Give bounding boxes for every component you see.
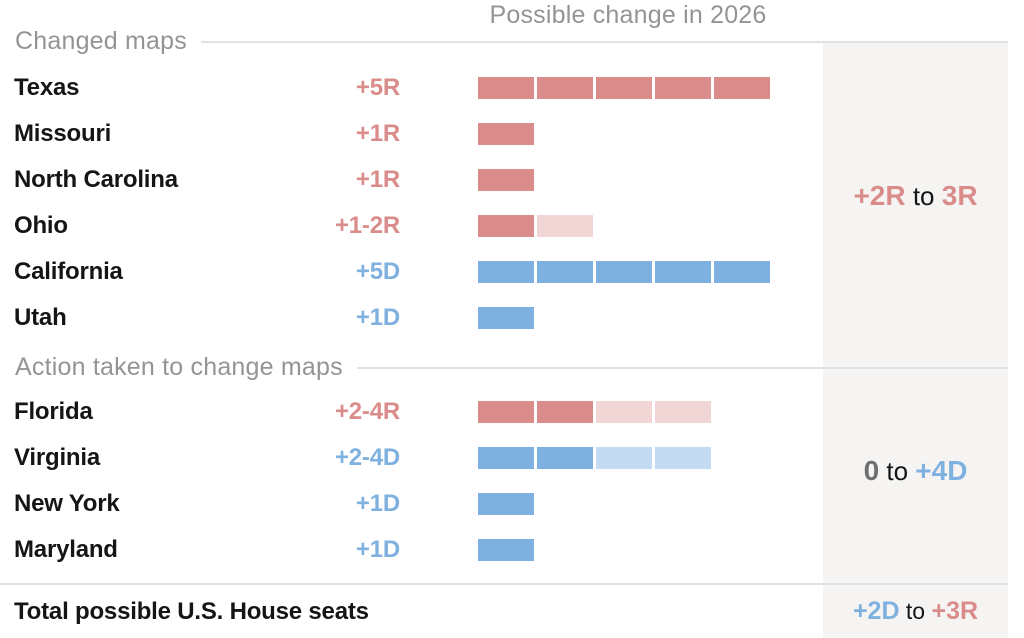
value-label: +2-4R <box>334 398 400 425</box>
summary-part: to <box>879 455 916 486</box>
state-label: Ohio <box>14 212 68 239</box>
value-label: +1R <box>355 120 400 147</box>
state-label: California <box>14 258 123 285</box>
row-ohio: Ohio +1-2R <box>0 203 1008 249</box>
bar-group <box>478 493 534 515</box>
summary-part: to <box>899 598 932 624</box>
total-row: Total possible U.S. House seats <box>14 585 369 638</box>
state-label: Missouri <box>14 120 112 147</box>
total-label: Total possible U.S. House seats <box>14 597 369 625</box>
bar-group <box>478 215 593 237</box>
bar-segment-solid <box>537 261 593 283</box>
bar-segment-solid <box>478 539 534 561</box>
state-label: Texas <box>14 74 80 101</box>
bar-segment-solid <box>478 77 534 99</box>
row-california: California +5D <box>0 249 1008 295</box>
bar-group <box>478 307 534 329</box>
row-maryland: Maryland +1D <box>0 527 1008 573</box>
state-label: Virginia <box>14 444 100 471</box>
row-north-carolina: North Carolina +1R <box>0 157 1008 203</box>
state-label: Florida <box>14 398 93 425</box>
summary-part: +2R <box>853 180 906 211</box>
bar-segment-solid <box>537 447 593 469</box>
summary-part: +2D <box>852 597 900 625</box>
state-label: Utah <box>14 304 67 331</box>
section-summary-0: +2R to 3R <box>823 168 1008 224</box>
row-florida: Florida +2-4R <box>0 389 1008 435</box>
bar-segment-solid <box>714 77 770 99</box>
bar-segment-solid <box>537 401 593 423</box>
summary-part: +3R <box>931 597 979 625</box>
bar-segment-solid <box>655 77 711 99</box>
value-label: +1D <box>355 536 400 563</box>
section-rule <box>356 367 1008 369</box>
section-label: Changed maps <box>15 26 187 55</box>
bar-segment-solid <box>478 401 534 423</box>
total-summary: +2D to +3R <box>823 585 1008 638</box>
bar-segment-solid <box>478 447 534 469</box>
value-label: +2-4D <box>334 444 400 471</box>
bar-segment-solid <box>478 307 534 329</box>
bar-segment-solid <box>596 261 652 283</box>
bar-segment-solid <box>596 77 652 99</box>
section-rule <box>200 41 1008 43</box>
summary-part: to <box>905 180 942 211</box>
bar-segment-light <box>537 215 593 237</box>
section-summary-1: 0 to +4D <box>823 443 1008 499</box>
bar-group <box>478 261 770 283</box>
row-new-york: New York +1D <box>0 481 1008 527</box>
summary-part: 0 <box>863 455 880 486</box>
bar-group <box>478 401 711 423</box>
value-label: +1D <box>355 304 400 331</box>
bar-group <box>478 539 534 561</box>
value-label: +1-2R <box>334 212 400 239</box>
bar-segment-light <box>596 447 652 469</box>
summary-panel-background <box>823 42 1008 638</box>
bar-segment-solid <box>478 169 534 191</box>
state-label: North Carolina <box>14 166 178 193</box>
row-missouri: Missouri +1R <box>0 111 1008 157</box>
chart-title: Possible change in 2026 <box>489 1 767 29</box>
section-label: Action taken to change maps <box>15 352 343 381</box>
section-header-1: Action taken to change maps <box>15 352 1008 382</box>
value-label: +1R <box>355 166 400 193</box>
bar-segment-light <box>596 401 652 423</box>
bar-segment-solid <box>478 493 534 515</box>
row-texas: Texas +5R <box>0 65 1008 111</box>
bar-segment-solid <box>655 261 711 283</box>
bar-segment-solid <box>478 215 534 237</box>
bar-segment-solid <box>537 77 593 99</box>
bar-group <box>478 169 534 191</box>
bar-group <box>478 447 711 469</box>
bar-segment-solid <box>714 261 770 283</box>
state-label: Maryland <box>14 536 118 563</box>
bar-group <box>478 77 770 99</box>
row-utah: Utah +1D <box>0 295 1008 341</box>
bar-group <box>478 123 534 145</box>
section-header-0: Changed maps <box>15 26 1008 56</box>
bar-segment-light <box>655 401 711 423</box>
value-label: +1D <box>355 490 400 517</box>
row-virginia: Virginia +2-4D <box>0 435 1008 481</box>
bar-segment-solid <box>478 123 534 145</box>
bar-segment-light <box>655 447 711 469</box>
value-label: +5R <box>355 74 400 101</box>
value-label: +5D <box>355 258 400 285</box>
summary-part: 3R <box>941 180 978 211</box>
bar-segment-solid <box>478 261 534 283</box>
total-divider-rule <box>0 583 1008 585</box>
state-label: New York <box>14 490 120 517</box>
summary-part: +4D <box>915 455 968 486</box>
